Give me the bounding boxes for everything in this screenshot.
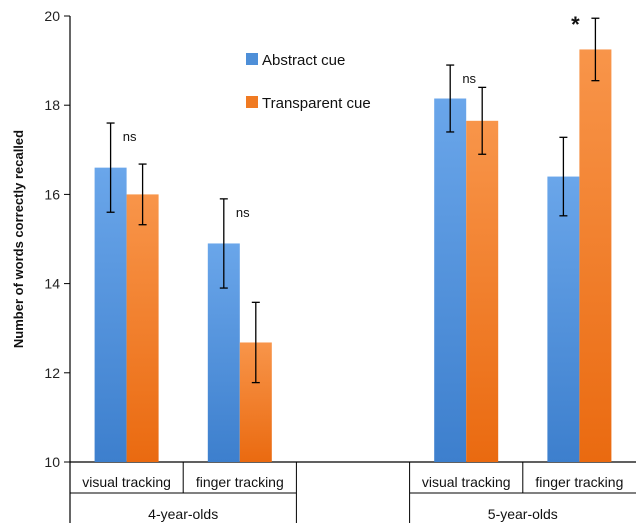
significance-annotation: ns	[462, 71, 476, 86]
bar-transparent-cue	[466, 120, 499, 462]
significance-annotation: ns	[236, 205, 250, 220]
category-label: visual tracking	[422, 474, 511, 490]
y-tick-label: 10	[44, 454, 60, 470]
category-label: finger tracking	[535, 474, 623, 490]
y-axis-title: Number of words correctly recalled	[11, 130, 26, 348]
significance-annotation: ns	[123, 129, 137, 144]
error-bars	[106, 17, 600, 384]
y-tick-label: 12	[44, 365, 60, 381]
annotations: ns ns ns *	[123, 12, 580, 220]
y-tick-label: 14	[44, 276, 60, 292]
group-label: 4-year-olds	[148, 506, 218, 522]
y-tick-label: 18	[44, 97, 60, 113]
y-tick-label: 16	[44, 186, 60, 202]
legend-swatch-abstract-cue	[246, 53, 258, 65]
bar-abstract-cue	[94, 167, 127, 462]
legend-label: Abstract cue	[262, 52, 345, 69]
category-label: visual tracking	[82, 474, 171, 490]
group-label: 5-year-olds	[488, 506, 558, 522]
bar-abstract-cue	[434, 98, 467, 462]
axes	[64, 15, 636, 523]
legend-label: Transparent cue	[262, 95, 371, 112]
legend-swatch-transparent-cue	[246, 96, 258, 108]
bar-transparent-cue	[579, 49, 612, 462]
bars	[94, 49, 612, 462]
y-tick-label: 20	[44, 8, 60, 24]
bar-transparent-cue	[126, 194, 159, 462]
legend: Abstract cue Transparent cue	[246, 52, 371, 112]
category-label: finger tracking	[196, 474, 284, 490]
significance-annotation: *	[571, 12, 580, 37]
bar-abstract-cue	[547, 176, 580, 462]
axis-labels: 10 12 14 16 18 20 Number of words correctly re…	[11, 8, 623, 522]
